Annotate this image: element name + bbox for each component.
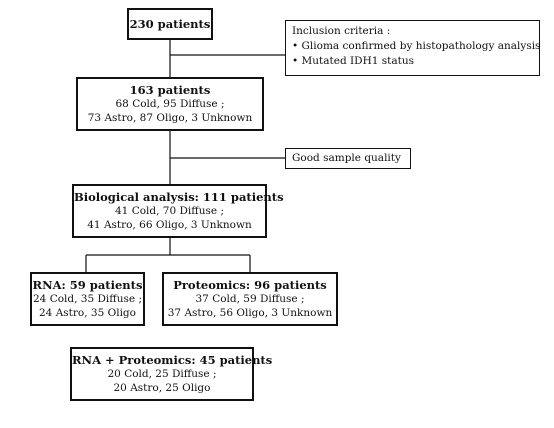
node-line: 24 Cold, 35 Diffuse ; bbox=[33, 293, 142, 305]
node-line: 68 Cold, 95 Diffuse ; bbox=[115, 98, 225, 110]
inclusion-criteria-note: Inclusion criteria : • Glioma confirmed … bbox=[285, 20, 540, 76]
node-line: 41 Cold, 70 Diffuse ; bbox=[115, 205, 224, 217]
quality-text: Good sample quality bbox=[292, 152, 401, 164]
node-title: Proteomics: 96 patients bbox=[173, 278, 327, 292]
inclusion-heading: Inclusion criteria : bbox=[292, 25, 391, 37]
inclusion-item: • Mutated IDH1 status bbox=[292, 55, 415, 67]
node-163-patients: 163 patients 68 Cold, 95 Diffuse ; 73 As… bbox=[76, 77, 264, 131]
node-title: Biological analysis: 111 patients bbox=[74, 190, 284, 204]
node-line: 24 Astro, 35 Oligo bbox=[39, 306, 136, 319]
node-title: RNA + Proteomics: 45 patients bbox=[72, 353, 273, 367]
node-title: RNA: 59 patients bbox=[32, 278, 143, 292]
node-line: 20 Astro, 25 Oligo bbox=[113, 381, 211, 394]
node-line: 37 Cold, 59 Diffuse ; bbox=[195, 293, 305, 305]
sample-quality-note: Good sample quality bbox=[285, 148, 411, 169]
node-title: 163 patients bbox=[129, 83, 211, 97]
node-line: 41 Astro, 66 Oligo, 3 Unknown bbox=[87, 218, 252, 231]
node-line: 73 Astro, 87 Oligo, 3 Unknown bbox=[87, 111, 253, 124]
node-line: 37 Astro, 56 Oligo, 3 Unknown bbox=[167, 306, 333, 319]
node-title: 230 patients bbox=[129, 16, 211, 31]
node-proteomics: Proteomics: 96 patients 37 Cold, 59 Diff… bbox=[162, 272, 338, 326]
node-biological-analysis: Biological analysis: 111 patients 41 Col… bbox=[72, 184, 284, 238]
node-230-patients: 230 patients bbox=[127, 8, 213, 40]
inclusion-item: • Glioma confirmed by histopathology ana… bbox=[292, 40, 541, 52]
node-rna-proteomics: RNA + Proteomics: 45 patients 20 Cold, 2… bbox=[70, 347, 273, 401]
node-line: 20 Cold, 25 Diffuse ; bbox=[107, 368, 217, 380]
node-rna: RNA: 59 patients 24 Cold, 35 Diffuse ; 2… bbox=[30, 272, 145, 326]
